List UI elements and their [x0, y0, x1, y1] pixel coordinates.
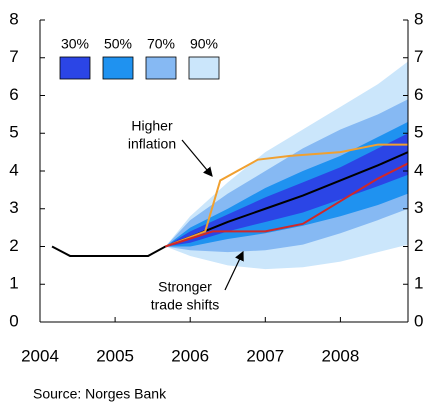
legend-label: 70% — [147, 36, 175, 52]
source: Source: Norges Bank — [33, 386, 167, 402]
y2-tick-label: 8 — [414, 9, 423, 28]
annotation: trade shifts — [151, 297, 219, 313]
annotation: Higher — [131, 118, 173, 134]
x-tick-label: 2008 — [321, 346, 359, 365]
annotation: Stronger — [158, 279, 212, 295]
y2-tick-label: 1 — [414, 274, 423, 293]
x-tick-label: 2004 — [21, 346, 59, 365]
y-tick-label: 2 — [9, 236, 18, 255]
y2-tick-label: 3 — [414, 198, 423, 217]
y2-tick-label: 7 — [414, 47, 423, 66]
line — [165, 143, 408, 248]
arrow — [181, 139, 213, 177]
x-tick-label: 2006 — [171, 346, 209, 365]
y2-tick-label: 5 — [414, 123, 423, 142]
annotation: inflation — [128, 136, 176, 152]
plot-area — [51, 61, 409, 270]
arrow — [224, 250, 244, 291]
line — [165, 162, 409, 248]
legend-swatch — [188, 56, 220, 80]
y-tick-label: 3 — [9, 198, 18, 217]
fan-band — [165, 133, 408, 247]
x-tick-label: 2005 — [96, 346, 134, 365]
y-tick-label: 4 — [9, 160, 18, 179]
legend-swatch — [59, 56, 91, 80]
y-tick-label: 1 — [9, 274, 18, 293]
y2-tick-label: 6 — [414, 85, 423, 104]
legend-label: 90% — [190, 36, 218, 52]
y2-tick-label: 4 — [414, 160, 423, 179]
legend-swatch — [102, 56, 134, 80]
line — [51, 151, 409, 257]
legend-label: 50% — [104, 36, 132, 52]
y2-tick-label: 0 — [414, 311, 423, 330]
y-tick-label: 6 — [9, 85, 18, 104]
legend-swatch — [145, 56, 177, 80]
legend-label: 30% — [61, 36, 89, 52]
x-tick-label: 2007 — [246, 346, 284, 365]
y-tick-label: 8 — [9, 9, 18, 28]
y2-tick-label: 2 — [414, 236, 423, 255]
y-tick-label: 5 — [9, 123, 18, 142]
y-tick-label: 0 — [9, 311, 18, 330]
y-tick-label: 7 — [9, 47, 18, 66]
